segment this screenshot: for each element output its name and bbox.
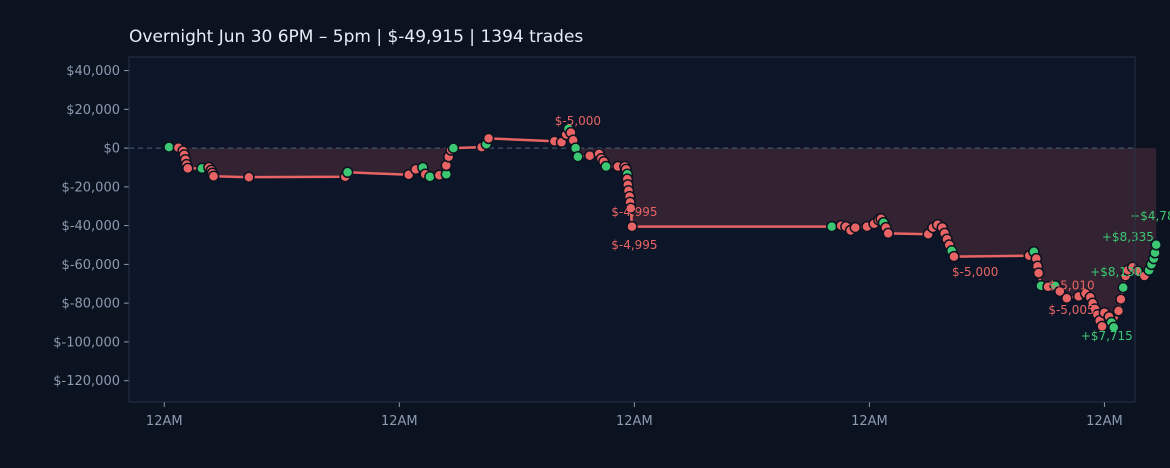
trade-point: [1108, 321, 1120, 334]
trade-point: [572, 151, 584, 163]
trade-annotation: $-4,995: [611, 205, 657, 219]
trade-annotations: $-5,000 $-4,995 $-4,995 $-5,000 $-5,010 $-5,0…: [555, 114, 1170, 343]
trade-point: [1032, 267, 1045, 279]
trade-point: [625, 202, 637, 214]
trade-point: [583, 150, 596, 162]
trade-point: [882, 227, 894, 240]
trade-annotation: $-5,000: [555, 114, 601, 128]
trade-point: [1054, 285, 1066, 298]
plot-frame: [128, 56, 1136, 403]
trade-point: [600, 160, 612, 173]
trade-annotation: $-5,005: [1048, 303, 1094, 317]
trade-point: [207, 170, 220, 182]
trade-point: [341, 166, 354, 179]
x-tick-label: 12AM: [146, 414, 183, 429]
trade-point: [1112, 305, 1125, 317]
trade-point: [424, 171, 436, 183]
trade-point: [447, 142, 460, 154]
trade-annotation: $-5,000: [952, 265, 998, 279]
trade-point: [826, 220, 838, 233]
trade-point: [1115, 293, 1127, 306]
y-axis: $40,000 $20,000 $0 $-20,000 $-40,000 $-60,000…: [53, 64, 129, 389]
trade-point: [849, 221, 862, 234]
trade-point: [626, 220, 638, 233]
trade-annotation: $-4,995: [611, 238, 657, 252]
chart-title: Overnight Jun 30 6PM – 5pm | $-49,915 | …: [129, 27, 583, 47]
trade-point: [1150, 239, 1162, 251]
trade-point: [948, 250, 960, 263]
y-tick-label: $-100,000: [53, 335, 120, 350]
trade-point: [1061, 292, 1073, 305]
trade-annotation: +$4,785: [1130, 209, 1170, 223]
trade-annotation: +$8,130: [1090, 265, 1142, 279]
trade-annotation: +$7,715: [1081, 329, 1133, 343]
x-tick-label: 12AM: [1086, 414, 1123, 429]
x-axis: 12AM 12AM 12AM 12AM 12AM: [146, 402, 1123, 429]
y-tick-label: $-60,000: [62, 258, 120, 273]
trade-point: [1096, 320, 1108, 333]
y-tick-label: $40,000: [66, 64, 120, 79]
y-tick-label: $-20,000: [62, 180, 120, 195]
trade-annotation: $-5,010: [1048, 279, 1094, 293]
x-tick-label: 12AM: [381, 414, 418, 429]
trade-annotation: +$8,335: [1102, 230, 1154, 244]
y-tick-label: $20,000: [66, 103, 120, 118]
y-tick-label: $-40,000: [62, 219, 120, 234]
y-tick-label: $0: [103, 142, 120, 157]
y-tick-label: $-120,000: [53, 374, 120, 389]
drawdown-fill-layer: [169, 148, 1157, 328]
drawdown-fill: [169, 148, 1157, 328]
trade-point: [243, 171, 255, 183]
trade-points: [163, 122, 1162, 334]
trade-point: [182, 162, 194, 175]
x-tick-label: 12AM: [851, 414, 888, 429]
x-tick-label: 12AM: [616, 414, 653, 429]
y-tick-label: $-80,000: [62, 297, 120, 312]
trade-point: [482, 132, 495, 145]
trade-point: [163, 141, 175, 153]
trade-point: [1117, 281, 1129, 294]
